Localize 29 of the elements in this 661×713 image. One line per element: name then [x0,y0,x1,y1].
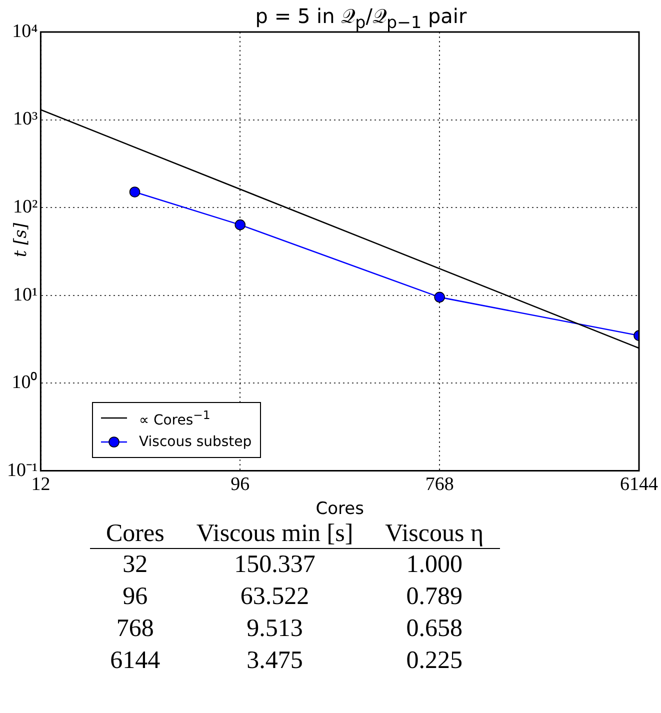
data-label: 9.513 [246,614,304,644]
legend-label: Viscous substep [139,434,252,450]
data-label: 1.000 [405,550,464,580]
y-tick-label: 10³ [12,108,38,130]
y-tick-label: 10⁴ [12,20,38,42]
data-label: 63.522 [239,582,310,612]
x-axis-title: Cores [316,499,364,520]
data-label: 3.475 [246,646,304,676]
data-label: 0.225 [405,646,464,676]
data-label: 0.658 [405,614,464,644]
x-tick-label: 768 [425,474,454,496]
category-label: 6144 [109,646,162,676]
category-label: 32 [122,550,149,580]
y-tick-label: 10¹ [12,284,38,306]
text: Cores [90,520,180,548]
y-axis-title: t [s] [11,222,32,258]
category-label: 96 [122,582,149,612]
data-label: 150.337 [233,550,316,580]
category-label: 768 [115,614,155,644]
y-tick-label: 10⁰ [12,371,38,394]
text: Viscous η [369,520,500,548]
x-tick-label: 12 [31,474,50,496]
text: Viscous min [s] [180,520,370,548]
data-label: 0.789 [405,582,464,612]
chart-title: p = 5 in 𝒬$_{p}$/𝒬$_{p−1}$ pair [254,4,468,32]
legend-label: ∝ Cores$^{−1}$ [139,408,210,428]
x-tick-label: 96 [230,474,250,496]
y-tick-label: 10² [12,196,38,218]
x-tick-label: 6144 [620,474,658,496]
